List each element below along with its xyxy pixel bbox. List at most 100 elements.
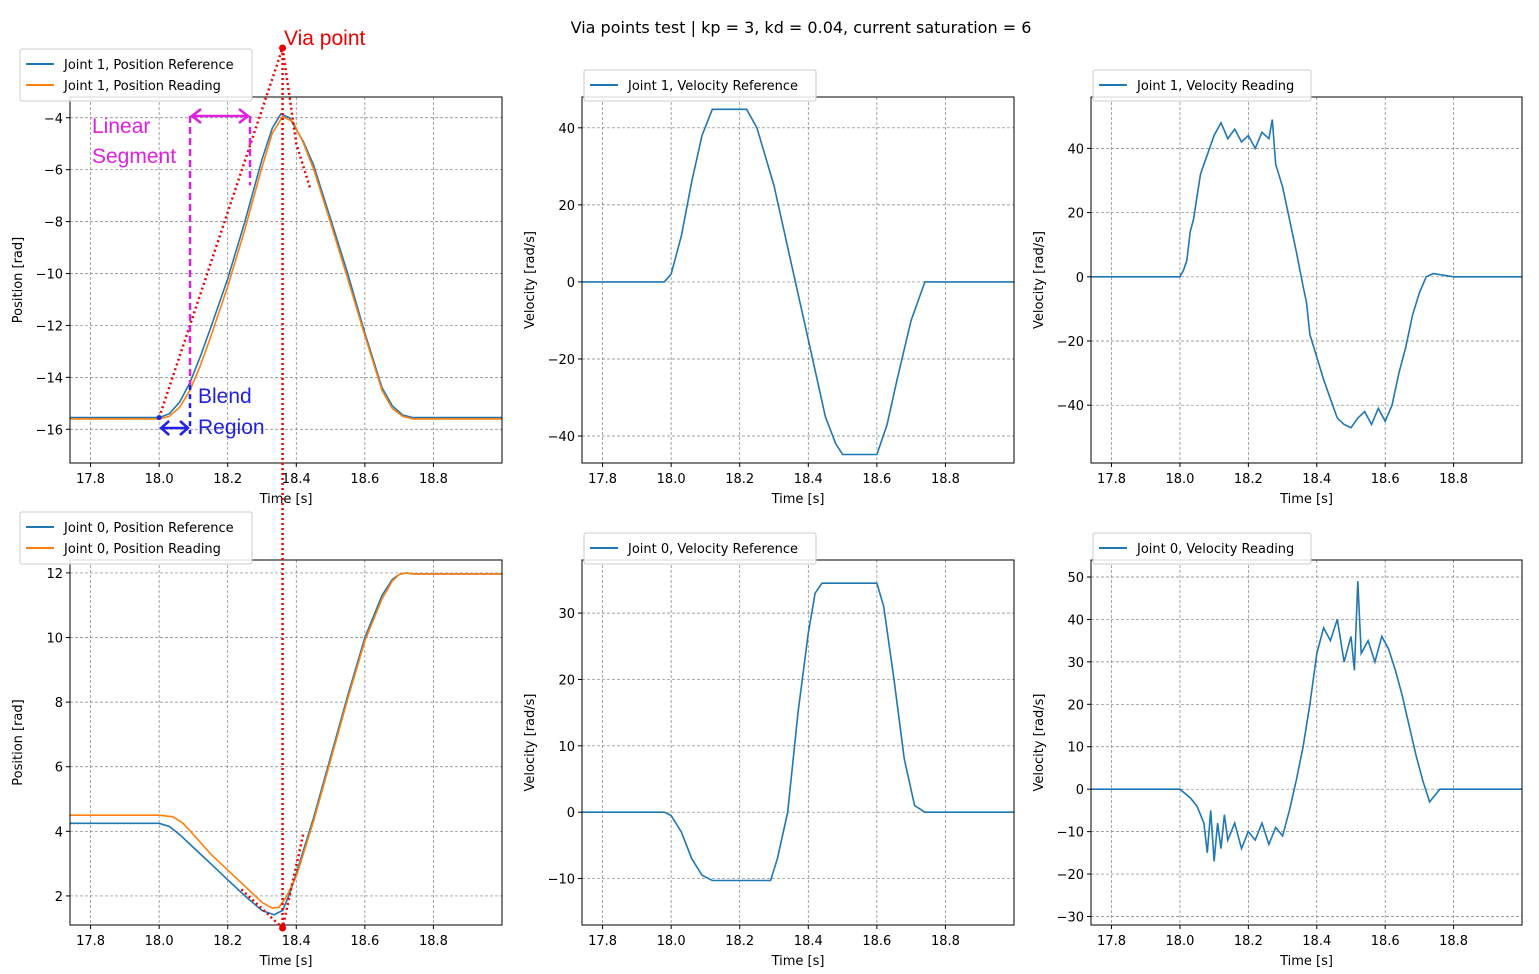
y-tick-label: 30 xyxy=(558,607,575,622)
y-axis-label: Velocity [rad/s] xyxy=(1032,694,1047,792)
legend-entry: Joint 0, Position Reference xyxy=(63,521,234,536)
y-tick-label: −10 xyxy=(36,268,63,283)
x-axis-label: Time [s] xyxy=(771,492,825,507)
x-axis-label: Time [s] xyxy=(1279,492,1333,507)
x-tick-label: 18.8 xyxy=(419,472,448,487)
legend: Joint 1, Velocity Reading xyxy=(1092,69,1312,102)
y-tick-label: −10 xyxy=(1057,826,1084,841)
x-tick-label: 17.8 xyxy=(1097,934,1126,949)
y-tick-label: −20 xyxy=(1057,335,1084,350)
axes-frame xyxy=(1090,559,1523,926)
series-line-0 xyxy=(582,108,1014,456)
subplot-bottom-right: 17.8 18.0 18.2 18.4 18.6 18.8 −30 −20 −10 0 10 20 30… xyxy=(1032,532,1523,969)
figure-title: Via points test | kp = 3, kd = 0.04, cur… xyxy=(571,18,1032,37)
legend: Joint 0, Velocity Reference xyxy=(583,532,817,565)
y-tick-label: 8 xyxy=(55,696,63,711)
x-tick-label: 18.0 xyxy=(1165,934,1194,949)
y-tick-label: −14 xyxy=(36,371,63,386)
axes-frame xyxy=(1090,96,1523,464)
y-tick-label: −8 xyxy=(44,216,63,231)
x-tick-label: 18.6 xyxy=(1371,934,1400,949)
legend: Joint 1, Position Reference Joint 1, Posi… xyxy=(19,48,253,102)
y-tick-label: 20 xyxy=(1067,207,1084,222)
y-axis-label: Position [rad] xyxy=(11,237,26,323)
via-point-marker-top xyxy=(279,44,287,52)
y-tick-label: 0 xyxy=(567,276,575,291)
y-tick-label: 10 xyxy=(46,632,63,647)
blend-arrow-head-right xyxy=(179,420,190,436)
linear-segment-label-line2: Segment xyxy=(92,145,176,168)
x-tick-label: 18.4 xyxy=(282,472,311,487)
legend-box xyxy=(19,48,253,102)
x-axis-label: Time [s] xyxy=(259,954,313,969)
x-tick-label: 18.8 xyxy=(419,934,448,949)
legend-entry: Joint 1, Position Reference xyxy=(63,58,234,73)
series-line-0 xyxy=(582,582,1014,882)
via-point-label: Via point xyxy=(284,27,366,50)
y-tick-label: −12 xyxy=(36,319,63,334)
x-tick-label: 18.4 xyxy=(794,934,823,949)
y-tick-label: 50 xyxy=(1067,571,1084,586)
x-tick-label: 18.6 xyxy=(350,472,379,487)
linear-arrow-head-left xyxy=(189,108,202,124)
via-envelope-bottom xyxy=(240,834,305,931)
x-tick-label: 18.0 xyxy=(145,934,174,949)
y-tick-label: 0 xyxy=(567,806,575,821)
subplot-top-middle: 17.8 18.0 18.2 18.4 18.6 18.8 −40 −20 0 20 40 Time … xyxy=(523,69,1015,507)
subplot-grid: 17.8 18.0 18.2 18.4 18.6 18.8 −16 −14 −12 −10 −8 −6… xyxy=(11,48,1523,969)
y-tick-label: 10 xyxy=(1067,741,1084,756)
legend-box xyxy=(583,69,817,102)
x-tick-label: 17.8 xyxy=(76,934,105,949)
y-tick-label: −6 xyxy=(44,164,63,179)
series-line-0 xyxy=(1091,119,1522,429)
legend-entry: Joint 1, Velocity Reference xyxy=(627,79,798,94)
blend-arrow-head-left xyxy=(159,420,170,436)
x-tick-label: 17.8 xyxy=(1097,472,1126,487)
y-tick-label: 12 xyxy=(46,567,63,582)
x-tick-label: 18.4 xyxy=(794,472,823,487)
y-axis-label: Velocity [rad/s] xyxy=(523,694,538,792)
legend-entry: Joint 0, Position Reading xyxy=(63,542,221,557)
linear-segment-label-line1: Linear xyxy=(92,115,150,138)
x-tick-label: 18.8 xyxy=(931,472,960,487)
y-tick-label: −16 xyxy=(36,423,63,438)
y-tick-label: −20 xyxy=(1057,868,1084,883)
legend: Joint 0, Position Reference Joint 0, Posi… xyxy=(19,511,253,565)
y-tick-label: 2 xyxy=(55,890,63,905)
axes-frame xyxy=(69,96,503,464)
annotation-layer: Via point Linear Segment Blend Region xyxy=(92,27,366,932)
y-tick-label: −4 xyxy=(44,112,63,127)
legend-entry: Joint 1, Velocity Reading xyxy=(1136,79,1294,94)
x-tick-label: 18.2 xyxy=(1234,934,1263,949)
legend-box xyxy=(19,511,253,565)
y-tick-label: 4 xyxy=(55,825,63,840)
legend-entry: Joint 0, Velocity Reading xyxy=(1136,542,1294,557)
y-tick-label: 30 xyxy=(1067,656,1084,671)
y-tick-label: 20 xyxy=(1067,698,1084,713)
x-tick-label: 18.2 xyxy=(725,472,754,487)
x-tick-label: 18.0 xyxy=(657,472,686,487)
y-tick-label: 40 xyxy=(1067,613,1084,628)
y-tick-label: 0 xyxy=(1076,783,1084,798)
series-line-0 xyxy=(1091,581,1522,862)
axes-frame xyxy=(581,96,1015,464)
x-tick-label: 17.8 xyxy=(76,472,105,487)
x-axis-label: Time [s] xyxy=(259,492,313,507)
x-tick-label: 18.0 xyxy=(657,934,686,949)
subplot-top-right: 17.8 18.0 18.2 18.4 18.6 18.8 −40 −20 0 20 40 Time … xyxy=(1032,69,1523,507)
blend-start-marker xyxy=(156,415,162,421)
series-line-0 xyxy=(70,572,502,916)
y-axis-label: Velocity [rad/s] xyxy=(523,231,538,329)
x-tick-label: 18.6 xyxy=(862,472,891,487)
x-tick-label: 18.2 xyxy=(1234,472,1263,487)
blend-region-label-line1: Blend xyxy=(198,385,252,408)
x-axis-label: Time [s] xyxy=(1279,954,1333,969)
linear-arrow-head-right xyxy=(238,108,251,124)
series-line-1 xyxy=(70,115,502,420)
legend-entry: Joint 0, Velocity Reference xyxy=(627,542,798,557)
legend-box xyxy=(1092,532,1312,565)
y-tick-label: 40 xyxy=(1067,142,1084,157)
x-axis-label: Time [s] xyxy=(771,954,825,969)
y-tick-label: 0 xyxy=(1076,271,1084,286)
subplot-bottom-left: 17.8 18.0 18.2 18.4 18.6 18.8 2 4 6 8 10 12 Time [s]… xyxy=(11,511,503,969)
